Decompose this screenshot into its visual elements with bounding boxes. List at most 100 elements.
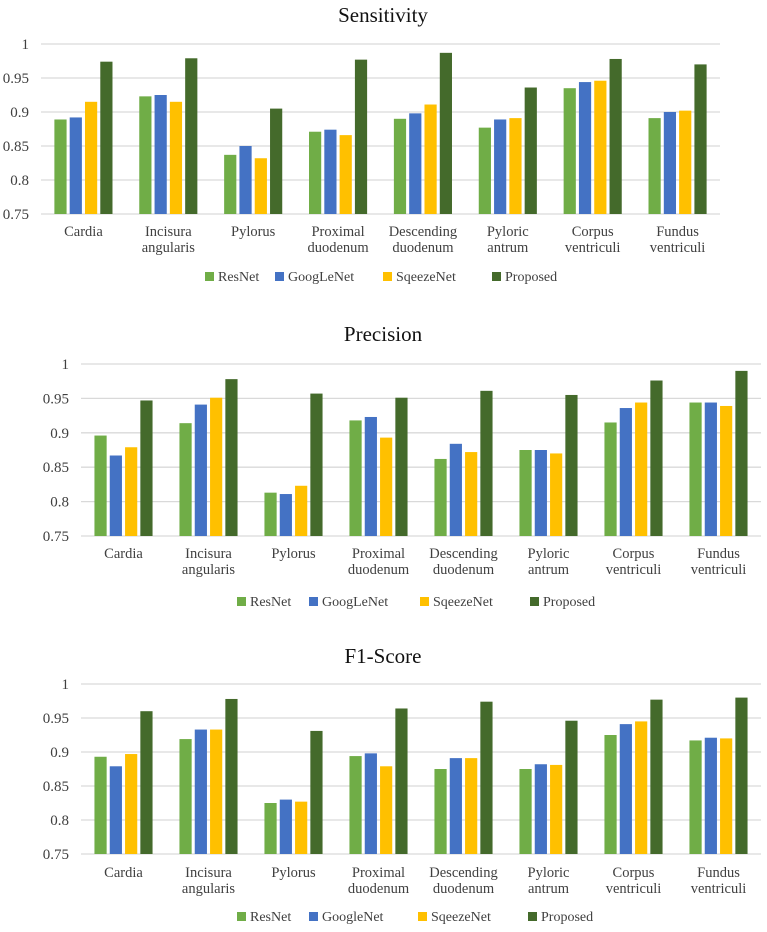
- bar-resnet-2: [264, 492, 277, 536]
- legend-label: GoogLeNet: [288, 270, 354, 285]
- bar-resnet-5: [519, 450, 532, 536]
- legend-swatch: [418, 912, 427, 921]
- legend-swatch: [420, 597, 429, 606]
- legend-swatch: [237, 912, 246, 921]
- x-tick-label: Proximal duodenum: [348, 546, 410, 578]
- bar-resnet-0: [94, 435, 107, 536]
- x-tick-line: Proximal: [352, 546, 405, 562]
- x-tick-line: Pylorus: [271, 546, 316, 562]
- x-tick-line: Incisura: [145, 224, 192, 240]
- legend-swatch: [492, 272, 501, 281]
- legend-label: ResNet: [250, 910, 291, 925]
- y-tick-label: 0.75: [43, 847, 69, 863]
- bar-proposed-4: [480, 390, 493, 536]
- x-tick-line: Pyloric: [487, 224, 529, 240]
- bar-sqeezenet-4: [465, 452, 478, 536]
- bar-sqeezenet-2: [295, 485, 308, 536]
- x-tick-line: Cardia: [104, 865, 143, 881]
- x-tick-line: angularis: [142, 240, 196, 256]
- bar-proposed-2: [310, 730, 323, 854]
- bar-resnet-5: [519, 769, 532, 854]
- bar-proposed-0: [100, 61, 113, 215]
- x-tick-label: Fundus ventriculi: [691, 865, 747, 897]
- x-tick-label: Corpus ventriculi: [606, 865, 662, 897]
- bar-googlenet-3: [364, 416, 377, 536]
- legend-swatch: [275, 272, 284, 281]
- chart-f1-score: F1-Score 0.75 0.8 0.85 0.9 0.95 1 Cardia Incisur…: [43, 644, 761, 925]
- y-tick-label: 0.85: [43, 460, 69, 476]
- x-tick-label: Cardia: [64, 224, 103, 240]
- x-tick-label: Incisura angularis: [142, 224, 196, 256]
- bar-sqeezenet-2: [295, 801, 308, 854]
- bar-resnet-4: [434, 769, 447, 854]
- bar-googlenet-0: [109, 455, 122, 536]
- legend-swatch: [205, 272, 214, 281]
- chart-title: Precision: [344, 322, 423, 346]
- x-tick-line: duodenum: [433, 562, 495, 578]
- chart-title: Sensitivity: [338, 3, 428, 27]
- legend-swatch: [309, 912, 318, 921]
- bar-resnet-3: [349, 756, 362, 854]
- bar-googlenet-1: [194, 729, 207, 854]
- y-tick-label: 0.75: [3, 207, 29, 223]
- bar-sqeezenet-4: [424, 104, 437, 214]
- x-tick-line: Pyloric: [528, 546, 570, 562]
- legend: ResNet GoogLeNet SqeezeNet Proposed: [205, 270, 557, 285]
- y-tick-label: 0.8: [50, 813, 69, 829]
- x-tick-label: Incisura angularis: [182, 546, 236, 578]
- bar-resnet-4: [393, 118, 407, 214]
- y-tick-label: 0.75: [43, 529, 69, 545]
- bar-sqeezenet-6: [635, 721, 648, 854]
- x-tick-line: Corpus: [572, 224, 614, 240]
- bar-resnet-1: [179, 423, 192, 536]
- bar-proposed-3: [395, 708, 408, 854]
- bar-proposed-7: [694, 64, 707, 215]
- y-tick-label: 1: [22, 37, 30, 53]
- x-tick-line: ventriculi: [691, 881, 747, 897]
- bar-resnet-2: [224, 154, 237, 214]
- x-tick-line: duodenum: [348, 562, 410, 578]
- y-tick-label: 1: [62, 357, 70, 373]
- bar-sqeezenet-7: [720, 405, 733, 536]
- bar-googlenet-0: [109, 766, 122, 854]
- x-tick-line: ventriculi: [606, 881, 662, 897]
- x-tick-line: duodenum: [348, 881, 410, 897]
- bar-proposed-5: [565, 394, 578, 536]
- bar-proposed-0: [140, 711, 153, 854]
- x-tick-label: Descending duodenum: [389, 224, 457, 256]
- bar-resnet-3: [349, 420, 362, 536]
- x-tick-line: Cardia: [64, 224, 103, 240]
- bar-proposed-2: [310, 393, 323, 536]
- x-tick-label: Corpus ventriculi: [565, 224, 621, 256]
- x-tick-line: Fundus: [656, 224, 699, 240]
- y-tick-label: 0.85: [3, 139, 29, 155]
- x-tick-label: Fundus ventriculi: [691, 546, 747, 578]
- bar-proposed-0: [140, 400, 153, 536]
- x-tick-line: ventriculi: [650, 240, 706, 256]
- x-tick-line: Pyloric: [528, 865, 570, 881]
- y-tick-label: 0.95: [3, 71, 29, 87]
- bar-sqeezenet-7: [720, 738, 733, 854]
- bar-proposed-6: [650, 699, 663, 854]
- bar-googlenet-5: [534, 764, 547, 854]
- bar-googlenet-7: [704, 737, 717, 854]
- bar-proposed-6: [609, 58, 622, 215]
- bar-resnet-1: [179, 739, 192, 854]
- bar-resnet-5: [478, 127, 491, 214]
- bar-proposed-2: [270, 108, 283, 214]
- bar-googlenet-6: [578, 82, 592, 214]
- x-tick-label: Pylorus: [231, 224, 276, 240]
- legend: ResNet GoogLeNet SqeezeNet Proposed: [237, 595, 595, 610]
- bar-sqeezenet-5: [550, 453, 563, 536]
- bar-proposed-1: [225, 698, 238, 854]
- bar-resnet-6: [604, 422, 617, 536]
- y-tick-label: 0.95: [43, 711, 69, 727]
- x-tick-label: Descending duodenum: [429, 546, 497, 578]
- legend-label: Proposed: [541, 910, 593, 925]
- x-tick-label: Pyloric antrum: [487, 224, 529, 256]
- x-tick-label: Corpus ventriculi: [606, 546, 662, 578]
- legend-label: GoogLeNet: [322, 595, 388, 610]
- x-tick-line: Descending: [389, 224, 457, 240]
- chart-title: F1-Score: [345, 644, 422, 668]
